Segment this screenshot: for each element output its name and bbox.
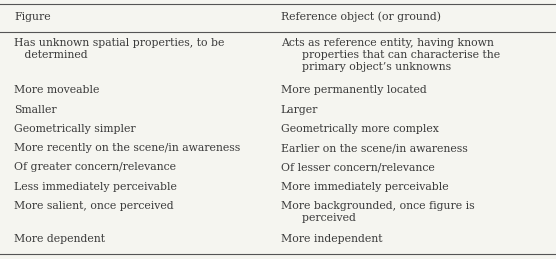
- Text: Geometrically simpler: Geometrically simpler: [14, 124, 136, 134]
- Text: Less immediately perceivable: Less immediately perceivable: [14, 182, 177, 192]
- Text: More dependent: More dependent: [14, 234, 105, 244]
- Text: More salient, once perceived: More salient, once perceived: [14, 201, 173, 211]
- Text: More independent: More independent: [281, 234, 383, 244]
- Text: Larger: Larger: [281, 105, 318, 114]
- Text: More permanently located: More permanently located: [281, 85, 426, 95]
- Text: Smaller: Smaller: [14, 105, 57, 114]
- Text: Earlier on the scene/in awareness: Earlier on the scene/in awareness: [281, 143, 468, 153]
- Text: More immediately perceivable: More immediately perceivable: [281, 182, 448, 192]
- Text: More backgrounded, once figure is
      perceived: More backgrounded, once figure is percei…: [281, 201, 474, 223]
- Text: Of lesser concern/relevance: Of lesser concern/relevance: [281, 162, 435, 172]
- Text: Has unknown spatial properties, to be
   determined: Has unknown spatial properties, to be de…: [14, 38, 224, 60]
- Text: Figure: Figure: [14, 12, 51, 22]
- Text: Geometrically more complex: Geometrically more complex: [281, 124, 439, 134]
- Text: Acts as reference entity, having known
      properties that can characterise th: Acts as reference entity, having known p…: [281, 38, 500, 71]
- Text: More recently on the scene/in awareness: More recently on the scene/in awareness: [14, 143, 240, 153]
- Text: More moveable: More moveable: [14, 85, 100, 95]
- Text: Reference object (or ground): Reference object (or ground): [281, 12, 441, 22]
- Text: Of greater concern/relevance: Of greater concern/relevance: [14, 162, 176, 172]
